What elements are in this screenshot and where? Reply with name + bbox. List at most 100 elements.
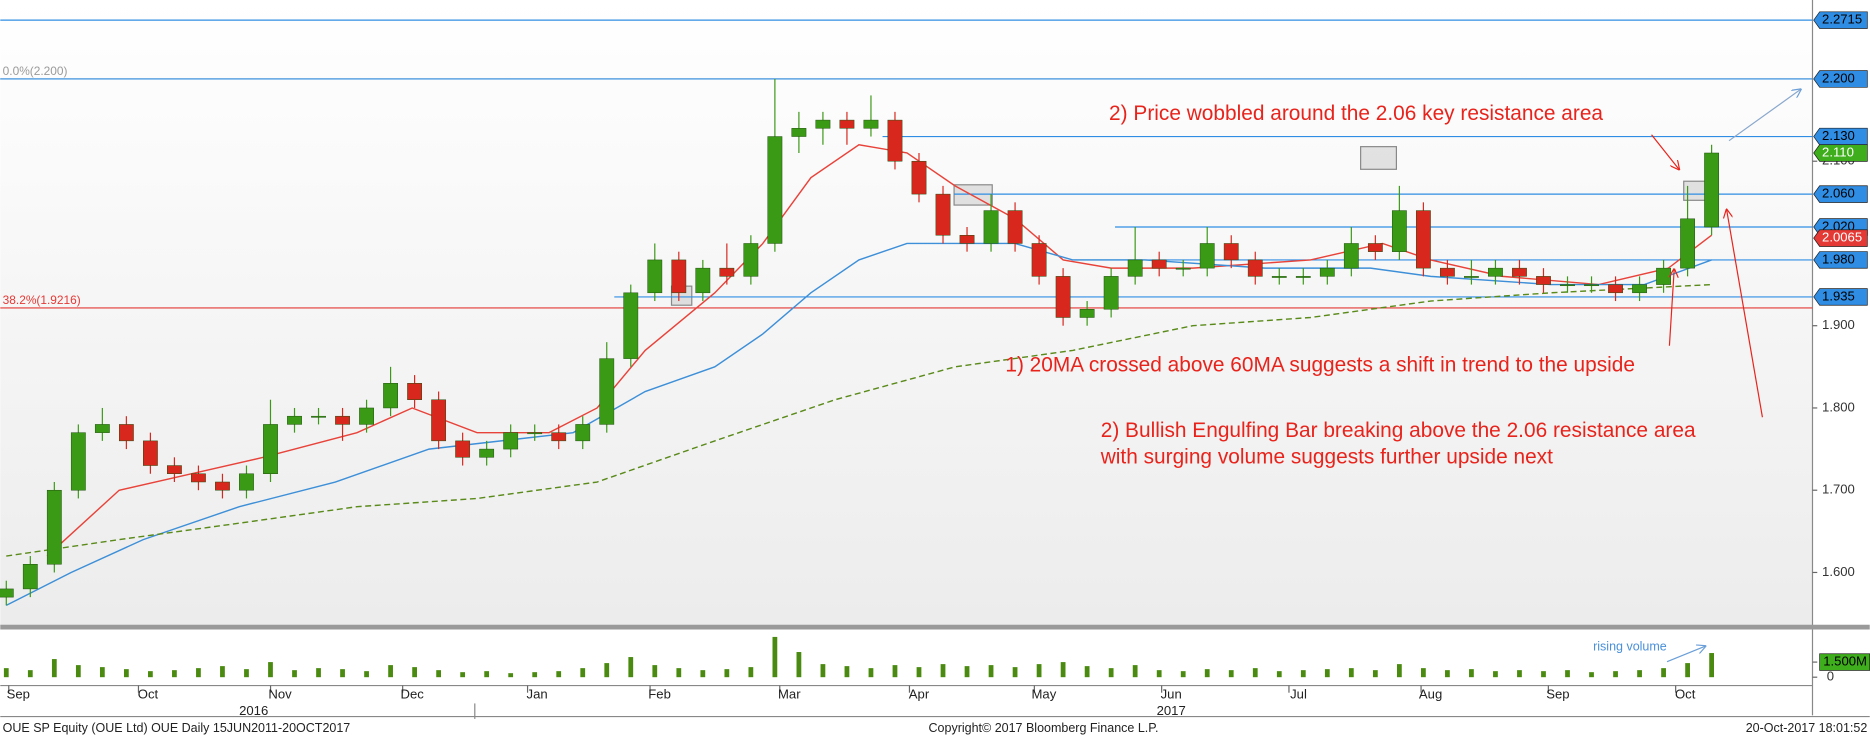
- volume-bar: [820, 664, 826, 678]
- volume-bar: [1324, 669, 1330, 678]
- candle-body: [143, 440, 158, 466]
- candle-body: [287, 415, 302, 425]
- arrow: [1666, 646, 1705, 663]
- x-tick-label: Jun: [1161, 687, 1182, 702]
- volume-bar: [1252, 668, 1258, 678]
- x-tick-label: Apr: [909, 687, 930, 702]
- candle-body: [671, 259, 687, 294]
- candle-body: [94, 424, 110, 433]
- volume-bar: [844, 666, 850, 678]
- candle-body: [311, 415, 326, 418]
- volume-bar: [940, 664, 946, 678]
- volume-bar: [1709, 653, 1714, 678]
- volume-bar: [724, 669, 730, 678]
- volume-bar: [1493, 671, 1498, 678]
- volume-bar: [556, 671, 562, 678]
- volume-bar: [412, 667, 417, 678]
- volume-bar: [340, 669, 345, 678]
- volume-bar: [1517, 670, 1522, 678]
- volume-bar: [388, 665, 393, 678]
- candle-body: [263, 424, 278, 475]
- price-tag: [1813, 70, 1868, 88]
- volume-bar: [51, 659, 57, 678]
- candle-body: [215, 481, 230, 491]
- candle-body: [1103, 276, 1119, 310]
- candle-body: [1055, 276, 1071, 318]
- volume-bar: [676, 668, 682, 678]
- annotation: 2) Price wobbled around the 2.06 key res…: [1109, 102, 1603, 125]
- volume-bar: [1445, 670, 1450, 678]
- candle-body: [791, 128, 807, 137]
- x-tick-label: May: [1032, 687, 1057, 702]
- y-tick-label: 1.700: [1822, 482, 1855, 497]
- candle-body: [191, 473, 206, 483]
- volume-bar: [1156, 670, 1162, 678]
- candle-body: [1343, 243, 1359, 269]
- price-tag-label: 2.200: [1822, 70, 1855, 85]
- candle-body: [1247, 259, 1263, 277]
- candle-body: [1680, 218, 1695, 269]
- candle-body: [1440, 267, 1455, 277]
- volume-bar: [364, 671, 369, 678]
- candle-body: [1151, 259, 1167, 269]
- y-tick-label: 1.900: [1822, 317, 1855, 332]
- arrow: [1668, 269, 1674, 346]
- candle-body: [1488, 267, 1503, 277]
- candle-body: [863, 119, 879, 129]
- volume-bar: [1348, 668, 1354, 678]
- x-tick-label: Nov: [268, 687, 292, 702]
- panel-separator: [0, 624, 1870, 630]
- volume-bar: [964, 666, 970, 678]
- price-tag: [1813, 288, 1868, 306]
- candle-body: [359, 407, 374, 425]
- candle-body: [767, 136, 783, 244]
- volume-bar: [436, 670, 442, 678]
- volume-bar: [604, 663, 610, 678]
- candle-body: [959, 234, 975, 244]
- candle-body: [70, 432, 86, 491]
- volume-bar: [1396, 664, 1402, 678]
- volume-bar: [292, 670, 297, 678]
- annotation: with surging volume suggests further ups…: [1100, 445, 1553, 468]
- annotation: rising volume: [1593, 640, 1667, 654]
- candle-body: [1512, 267, 1527, 277]
- candle-body: [1079, 309, 1095, 318]
- volume-bar: [196, 668, 201, 678]
- volume-bar: [892, 665, 898, 678]
- candle-body: [503, 432, 519, 450]
- x-tick-label: Sep: [7, 687, 30, 702]
- candle-body: [1536, 276, 1551, 285]
- candle-body: [1656, 267, 1671, 285]
- volume-bar: [1661, 668, 1666, 678]
- volume-bar: [532, 672, 538, 678]
- volume-tick-label: 0: [1827, 669, 1834, 684]
- volume-bar: [988, 665, 994, 678]
- candle-body: [1295, 276, 1311, 278]
- volume-bar: [244, 669, 249, 678]
- candle-body: [46, 489, 62, 565]
- volume-bar: [508, 673, 514, 678]
- volume-bar: [1204, 669, 1210, 678]
- candle-body: [1584, 284, 1599, 287]
- candle-body: [1199, 243, 1215, 269]
- candle-body: [1007, 210, 1023, 244]
- volume-bar: [748, 667, 754, 678]
- volume-bar: [1685, 663, 1690, 678]
- volume-bar: [1589, 672, 1594, 678]
- volume-bar: [3, 668, 9, 678]
- price-tag: [1813, 229, 1868, 247]
- candle-body: [1031, 243, 1047, 277]
- candle-body: [527, 432, 543, 435]
- moving-average: [6, 283, 1712, 557]
- candle-body: [887, 119, 903, 162]
- candle-body: [1632, 284, 1647, 294]
- volume-bar: [484, 671, 490, 678]
- candle-body: [167, 465, 182, 475]
- y-tick-label: 1.800: [1822, 399, 1855, 414]
- volume-bar: [27, 670, 33, 678]
- candle-body: [623, 292, 639, 359]
- candle-body: [1391, 210, 1407, 252]
- volume-bar: [1084, 666, 1090, 678]
- candle-body: [935, 193, 951, 236]
- volume-bar: [580, 668, 586, 678]
